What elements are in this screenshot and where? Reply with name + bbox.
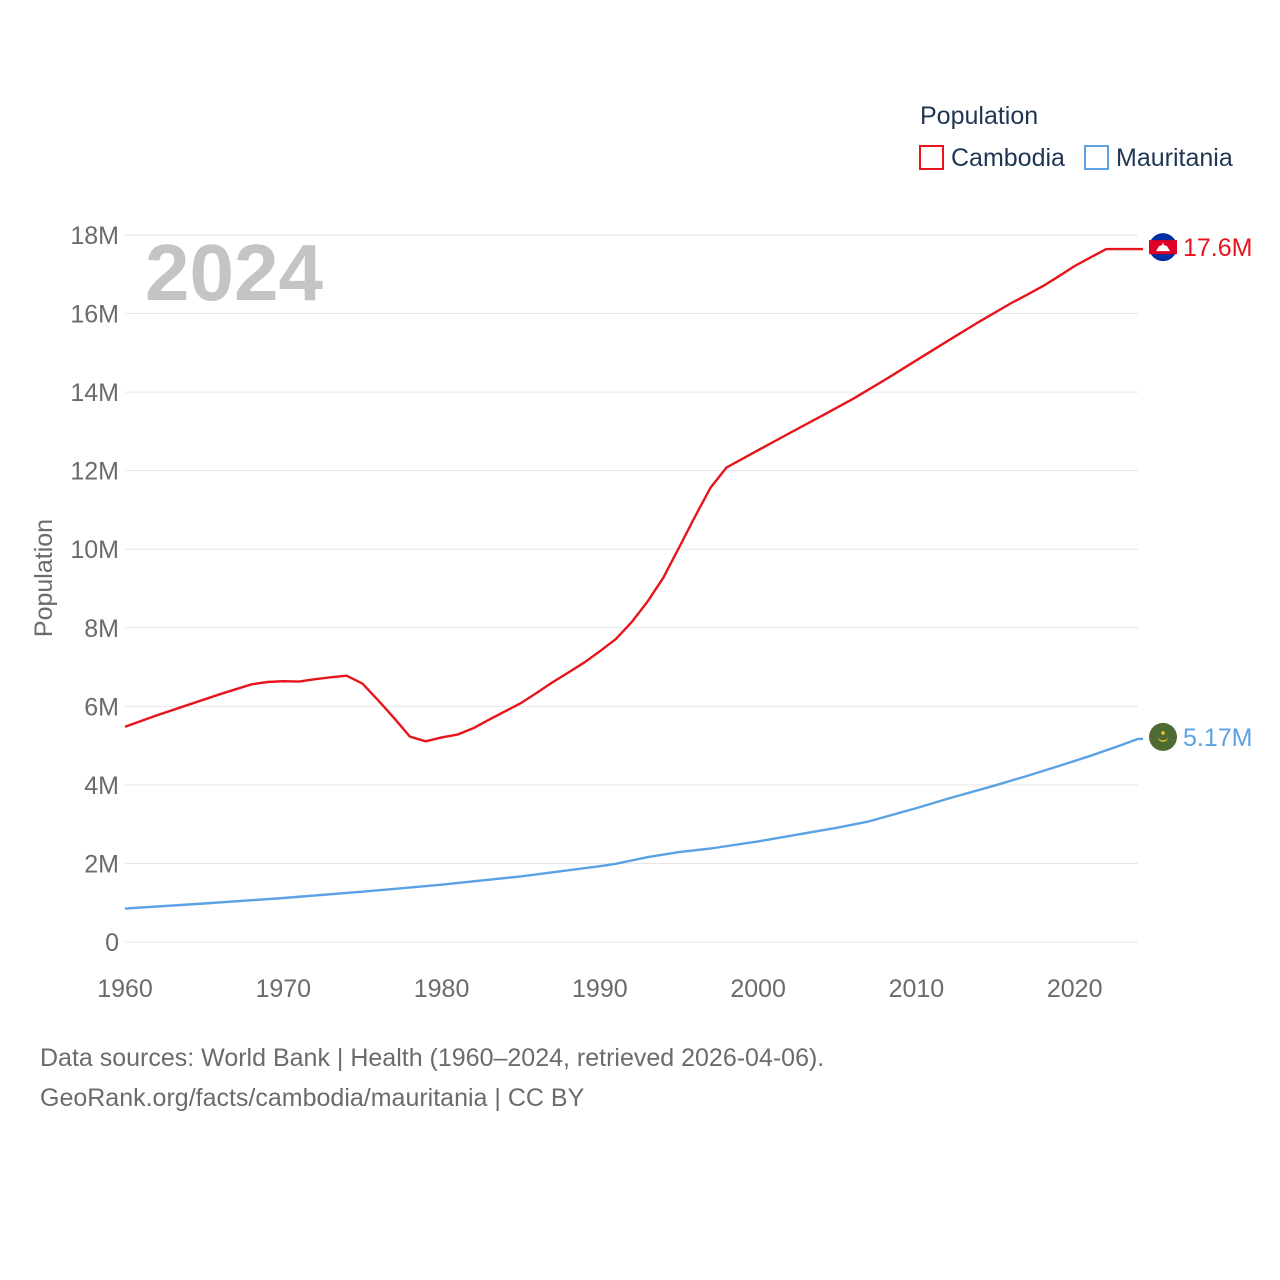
y-tick-label: 6M	[84, 693, 119, 721]
x-tick-label: 2020	[1047, 975, 1103, 1003]
legend-swatch-mauritania	[1084, 145, 1109, 170]
legend-title: Population	[920, 102, 1038, 130]
series-line-cambodia[interactable]	[124, 247, 1143, 743]
legend-label-mauritania: Mauritania	[1116, 144, 1233, 172]
legend-item-cambodia[interactable]: Cambodia	[919, 144, 1065, 172]
y-tick-label: 14M	[70, 379, 119, 407]
source-line-2[interactable]: GeoRank.org/facts/cambodia/mauritania | …	[40, 1084, 585, 1112]
y-tick-label: 4M	[84, 772, 119, 800]
year-label: 2024	[145, 228, 323, 317]
y-tick-label: 16M	[70, 301, 119, 329]
y-tick-label: 8M	[84, 615, 119, 643]
x-tick-label: 1970	[255, 975, 311, 1003]
end-label-cambodia: 17.6M	[1183, 234, 1252, 262]
cambodia-flag-icon	[1149, 233, 1177, 262]
x-tick-label: 1960	[97, 975, 153, 1003]
y-tick-label: 10M	[70, 536, 119, 564]
legend-item-mauritania[interactable]: Mauritania	[1084, 144, 1233, 172]
legend-label-cambodia: Cambodia	[951, 144, 1065, 172]
grid-lines	[125, 234, 1138, 943]
x-tick-label: 2010	[889, 975, 945, 1003]
x-tick-label: 1980	[414, 975, 470, 1003]
x-tick-label: 1990	[572, 975, 628, 1003]
mauritania-flag-icon	[1149, 722, 1177, 751]
x-tick-label: 2000	[730, 975, 786, 1003]
end-label-mauritania: 5.17M	[1183, 724, 1252, 752]
y-tick-label: 0	[105, 929, 119, 957]
axis-ticks: 0 2M 4M 6M 8M 10M 12M 14M 16M 18M 1960 1970 1980 1990…	[70, 222, 1102, 1003]
y-axis-title: Population	[30, 519, 58, 637]
series-end-markers: 17.6M 5.17M	[1149, 233, 1252, 752]
series-line-mauritania[interactable]	[124, 737, 1143, 910]
source-line-1: Data sources: World Bank | Health (1960–…	[40, 1044, 825, 1072]
legend-swatch-cambodia	[919, 145, 944, 170]
legend: Population Cambodia Mauritania	[919, 102, 1233, 172]
y-tick-label: 18M	[70, 222, 119, 250]
series-lines	[124, 247, 1143, 910]
y-tick-label: 12M	[70, 458, 119, 486]
y-tick-label: 2M	[84, 850, 119, 878]
